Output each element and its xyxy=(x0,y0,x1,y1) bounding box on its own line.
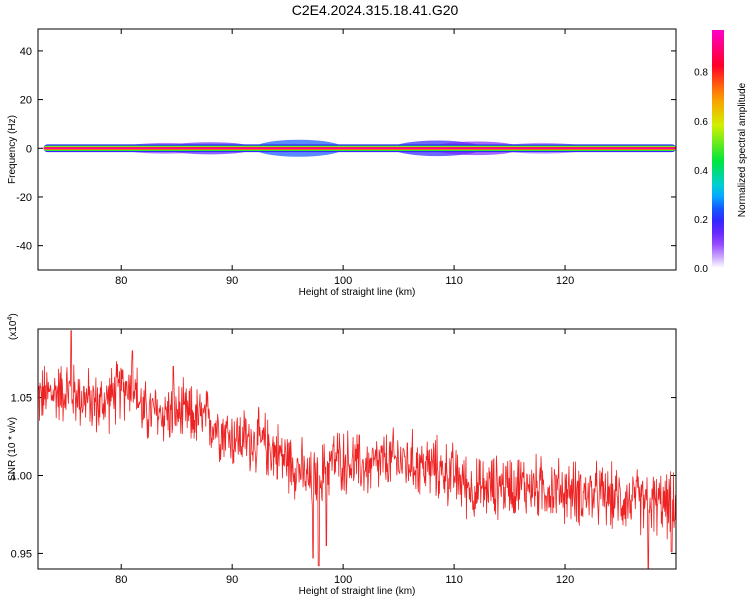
spectrogram-y-tick-label: 0 xyxy=(26,143,32,155)
spectrogram-x-tick-label: 120 xyxy=(556,275,574,287)
snr-x-tick-label: 100 xyxy=(334,574,352,586)
colorbar-tick-label: 0.4 xyxy=(694,166,708,177)
spectrogram-y-tick-label: -40 xyxy=(16,241,32,253)
spectrogram-frame xyxy=(37,28,677,271)
snr-x-tick-label: 120 xyxy=(556,574,574,586)
spectrogram-x-tick-label: 110 xyxy=(445,275,463,287)
spectrogram-y-tick-label: 40 xyxy=(20,46,32,58)
snr-x-axis-label: Height of straight line (km) xyxy=(299,586,416,597)
spectrogram-x-tick-label: 100 xyxy=(334,275,352,287)
colorbar-tick-label: 0.0 xyxy=(694,264,708,275)
snr-series-line xyxy=(37,330,677,570)
spectrogram-band xyxy=(43,147,676,149)
spectrogram-y-axis-label: Frequency (Hz) xyxy=(7,115,18,184)
snr-y-tick-label: 1.00 xyxy=(11,470,32,482)
snr-y-tick-label: 0.95 xyxy=(11,548,32,560)
snr-y-tick-label: 1.05 xyxy=(11,393,32,405)
snr-x-tick-label: 80 xyxy=(115,574,127,586)
snr-frame xyxy=(37,328,677,570)
colorbar-tick-label: 0.6 xyxy=(694,117,708,128)
spectrogram-x-tick-label: 90 xyxy=(226,275,238,287)
colorbar-tick-label: 0.2 xyxy=(694,215,708,226)
spectrogram-x-axis-label: Height of straight line (km) xyxy=(299,287,416,298)
snr-y-multiplier: (x104) xyxy=(7,313,19,340)
spectrogram-y-tick-label: -20 xyxy=(16,192,32,204)
colorbar xyxy=(712,30,724,268)
snr-x-tick-label: 110 xyxy=(445,574,463,586)
spectrogram-x-tick-label: 80 xyxy=(115,275,127,287)
spectrogram-y-tick-label: 20 xyxy=(20,95,32,107)
colorbar-tick-label: 0.8 xyxy=(694,68,708,79)
chart-title: C2E4.2024.315.18.41.G20 xyxy=(291,2,459,18)
snr-x-tick-label: 90 xyxy=(226,574,238,586)
colorbar-label: Normalized spectral amplitude xyxy=(737,82,748,217)
snr-y-axis-label: SNR (10 * v/v) xyxy=(7,417,18,481)
